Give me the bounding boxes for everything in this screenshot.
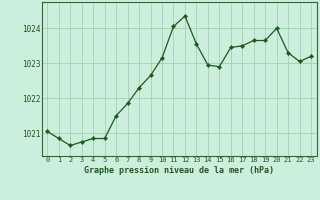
X-axis label: Graphe pression niveau de la mer (hPa): Graphe pression niveau de la mer (hPa) <box>84 166 274 175</box>
